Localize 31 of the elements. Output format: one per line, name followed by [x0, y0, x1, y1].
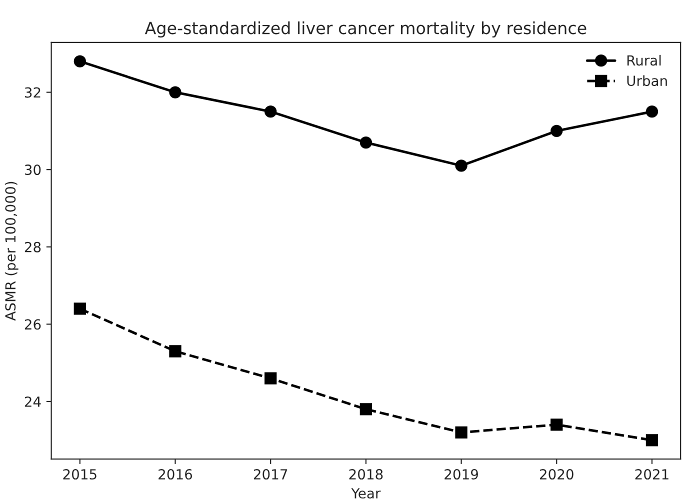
point — [360, 136, 372, 149]
y-tick-label: 26 — [24, 319, 41, 330]
point — [264, 372, 277, 384]
point — [646, 106, 658, 118]
point — [550, 124, 563, 138]
y-axis-title: ASMR (per 100,000) — [4, 182, 18, 321]
y-tick-label: 28 — [24, 242, 41, 252]
x-tick-label: 2015 — [63, 469, 96, 480]
point — [169, 86, 182, 98]
point — [360, 403, 372, 416]
legend-label: Rural — [627, 54, 661, 66]
y-tick-label: 30 — [24, 164, 41, 176]
point — [646, 434, 658, 446]
point — [455, 426, 468, 438]
chart-title: Age-standardized liver cancer mortality by residence — [144, 21, 586, 38]
point — [169, 345, 182, 358]
legend-label: Urban — [627, 75, 667, 86]
point — [74, 302, 86, 315]
x-tick-label: 2019 — [444, 469, 478, 480]
y-tick-label: 32 — [24, 87, 40, 98]
x-tick-label: 2017 — [254, 469, 288, 480]
x-tick-label: 2018 — [349, 469, 383, 480]
x-tick-label: 2021 — [635, 469, 668, 480]
x-tick-label: 2020 — [540, 469, 574, 480]
y-tick-label: 24 — [24, 396, 41, 407]
x-tick-label: 2016 — [158, 469, 192, 480]
point — [74, 55, 86, 68]
point — [455, 160, 468, 172]
point — [264, 106, 277, 118]
x-axis-title: Year — [351, 488, 381, 499]
point — [550, 418, 563, 431]
